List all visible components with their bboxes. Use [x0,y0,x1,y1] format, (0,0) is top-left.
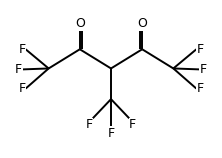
Text: O: O [137,17,147,30]
Text: F: F [86,118,93,131]
Text: F: F [18,82,26,95]
Text: F: F [129,118,136,131]
Text: F: F [18,43,26,56]
Text: F: F [107,127,115,140]
Text: F: F [196,82,204,95]
Text: F: F [15,63,22,76]
Text: O: O [75,17,85,30]
Text: F: F [200,63,207,76]
Text: F: F [196,43,204,56]
